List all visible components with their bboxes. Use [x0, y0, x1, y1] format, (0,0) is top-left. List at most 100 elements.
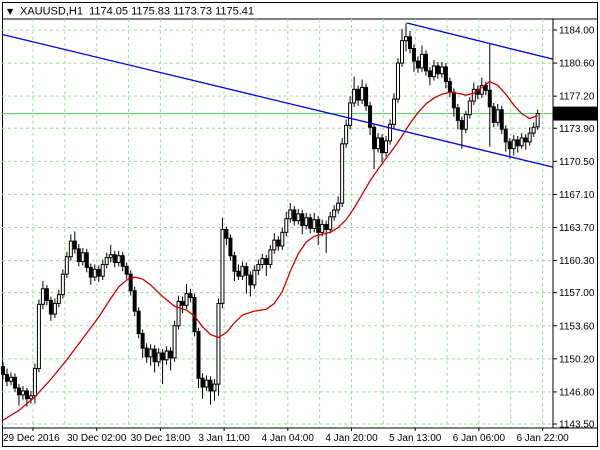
candlestick[interactable] [208, 376, 213, 405]
candlestick[interactable] [156, 348, 161, 367]
candlestick[interactable] [16, 384, 21, 406]
candlestick[interactable] [172, 320, 177, 362]
candlestick[interactable] [419, 45, 424, 72]
candlestick[interactable] [368, 101, 373, 136]
candlestick[interactable] [124, 262, 129, 280]
candlestick[interactable] [507, 137, 512, 159]
candlestick[interactable] [284, 211, 289, 237]
candlestick[interactable] [459, 116, 464, 149]
candlestick[interactable] [168, 347, 173, 371]
candlestick[interactable] [88, 263, 93, 285]
candlestick[interactable] [340, 137, 345, 208]
candlestick[interactable] [84, 248, 89, 273]
candlestick[interactable] [212, 379, 217, 401]
candlestick[interactable] [40, 280, 45, 310]
candlestick[interactable] [272, 233, 277, 254]
candlestick[interactable] [392, 93, 397, 129]
candlestick[interactable] [304, 212, 309, 230]
candlestick[interactable] [431, 60, 436, 81]
candlestick[interactable] [28, 390, 33, 404]
candlestick[interactable] [312, 212, 317, 233]
candlestick[interactable] [72, 231, 77, 254]
candlestick[interactable] [108, 245, 113, 263]
candlestick[interactable] [467, 97, 472, 119]
candlestick[interactable] [132, 286, 137, 317]
candlestick[interactable] [360, 79, 365, 104]
candlestick[interactable] [300, 209, 305, 235]
candlestick[interactable] [256, 259, 261, 276]
candlestick[interactable] [52, 298, 57, 318]
candlestick[interactable] [196, 327, 201, 389]
candlestick[interactable] [535, 109, 540, 130]
candlestick[interactable] [148, 344, 153, 366]
candlestick[interactable] [120, 251, 125, 272]
candlestick[interactable] [204, 375, 209, 391]
candlestick[interactable] [64, 251, 69, 279]
candlestick[interactable] [100, 259, 105, 281]
candlestick[interactable] [423, 50, 428, 76]
candlestick[interactable] [439, 62, 444, 78]
candlestick[interactable] [364, 83, 369, 111]
candlestick[interactable] [411, 44, 416, 72]
candlestick[interactable] [324, 220, 329, 253]
candlestick[interactable] [503, 125, 508, 152]
candlestick[interactable] [4, 368, 9, 387]
candlestick[interactable] [184, 283, 189, 310]
candlestick[interactable] [280, 227, 285, 250]
candlestick[interactable] [415, 56, 420, 73]
candlestick[interactable] [164, 346, 169, 365]
candlestick[interactable] [140, 329, 145, 358]
candlestick[interactable] [407, 30, 412, 54]
candlestick[interactable] [36, 299, 41, 373]
candlestick[interactable] [332, 205, 337, 221]
candlestick[interactable] [104, 252, 109, 269]
candlestick[interactable] [372, 123, 377, 170]
candlestick[interactable] [160, 349, 165, 385]
moving-average-line[interactable] [2, 80, 538, 421]
candlestick[interactable] [152, 345, 157, 373]
candlestick[interactable] [344, 119, 349, 148]
candlestick[interactable] [292, 206, 297, 226]
symbol-dropdown-icon[interactable]: ▼ [7, 7, 14, 16]
time-scale[interactable]: 29 Dec 2016 30 Dec 02:00 30 Dec 18:00 3 Jan… [3, 428, 569, 444]
descending-trendline-lower[interactable] [1, 33, 554, 168]
candlestick[interactable] [96, 265, 101, 282]
candlestick[interactable] [336, 196, 341, 214]
candlestick[interactable] [463, 110, 468, 134]
descending-trendline-upper[interactable] [406, 22, 554, 60]
candlestick[interactable] [487, 43, 492, 147]
candlestick[interactable] [252, 265, 257, 289]
candlestick[interactable] [515, 136, 520, 153]
candlestick[interactable] [180, 296, 185, 314]
candlestick[interactable] [80, 247, 85, 266]
candlestick[interactable] [116, 250, 121, 267]
candlestick[interactable] [112, 250, 117, 268]
price-scale[interactable]: 1184.00 1180.60 1177.20 1173.90 1170.50 1167.… [553, 25, 598, 431]
candlestick[interactable] [447, 77, 452, 98]
candlestick[interactable] [136, 307, 141, 339]
candlestick[interactable] [495, 103, 500, 127]
candlestick[interactable] [519, 133, 524, 149]
candlestick[interactable] [276, 236, 281, 251]
candlestick[interactable] [376, 133, 381, 153]
candlestick[interactable] [491, 102, 496, 128]
candlestick[interactable] [8, 372, 13, 386]
candlestick[interactable] [316, 215, 321, 246]
candlestick[interactable] [356, 85, 361, 106]
candlestick[interactable] [228, 234, 233, 261]
candlestick[interactable] [455, 103, 460, 130]
candlestick[interactable] [176, 295, 181, 330]
candlestick[interactable] [248, 271, 253, 297]
candlestick[interactable] [308, 213, 313, 234]
candlestick[interactable] [56, 289, 61, 308]
candlestick[interactable] [48, 296, 53, 321]
candlestick[interactable] [348, 96, 353, 130]
candlestick[interactable] [320, 219, 325, 237]
candlestick[interactable] [384, 136, 389, 157]
candlestick[interactable] [232, 251, 237, 281]
candlestick[interactable] [352, 76, 357, 107]
candlestick[interactable] [288, 203, 293, 223]
candlestick[interactable] [388, 119, 393, 145]
candlestick[interactable] [224, 226, 229, 246]
candlestick[interactable] [20, 386, 25, 400]
